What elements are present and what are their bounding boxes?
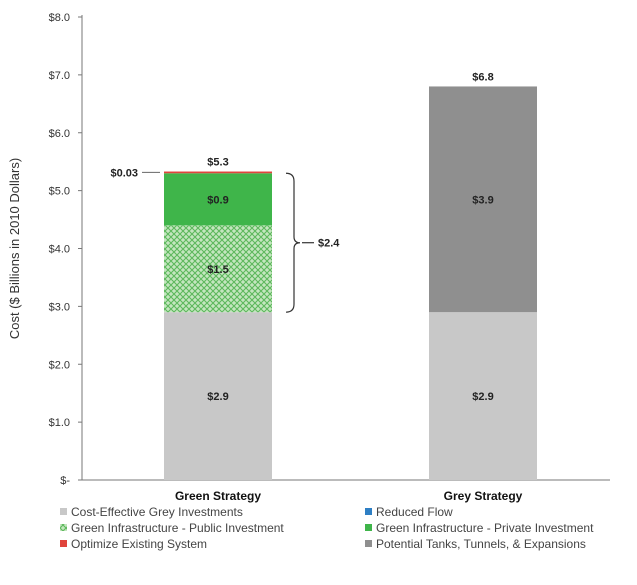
- data-label: $3.9: [472, 194, 493, 206]
- total-label: $6.8: [472, 71, 493, 83]
- legend-swatch: [365, 508, 372, 515]
- legend-label: Green Infrastructure - Public Investment: [71, 521, 284, 535]
- bar-segment: [164, 312, 272, 480]
- labels: $2.9 $2.9 $1.5 $0.9 $3.9 $5.3 $6.8 $0.03 $2.4: [110, 71, 493, 403]
- legend-swatch: [365, 524, 372, 531]
- legend-label: Green Infrastructure - Private Investmen…: [376, 521, 594, 535]
- bar-segment: [164, 171, 272, 174]
- bar-segment: [429, 86, 537, 313]
- annotation-label: $2.4: [318, 238, 340, 250]
- legend-label: Potential Tanks, Tunnels, & Expansions: [376, 537, 586, 551]
- data-label: $2.9: [207, 391, 228, 403]
- y-tick-label: $5.0: [49, 186, 70, 198]
- annotation-label: $0.03: [110, 167, 138, 179]
- legend-label: Reduced Flow: [376, 505, 453, 519]
- bar-segment: [164, 225, 272, 313]
- legend-swatch: [60, 508, 67, 515]
- legend-swatch: [365, 540, 372, 547]
- y-tick-label: $2.0: [49, 359, 70, 371]
- total-label: $5.3: [207, 157, 228, 169]
- legend-swatch: [60, 540, 67, 547]
- y-tick-label: $-: [60, 475, 70, 487]
- y-tick-label: $3.0: [49, 301, 70, 313]
- y-tick-label: $6.0: [49, 128, 70, 140]
- x-category-label: Grey Strategy: [444, 489, 523, 503]
- x-category-label: Green Strategy: [175, 489, 261, 503]
- bar-segment: [164, 173, 272, 226]
- y-tick-label: $7.0: [49, 70, 70, 82]
- y-axis-title: Cost ($ Billions in 2010 Dollars): [7, 158, 22, 339]
- y-tick-label: $1.0: [49, 417, 70, 429]
- data-label: $2.9: [472, 391, 493, 403]
- bars: [164, 86, 537, 480]
- axes: $- $1.0 $2.0 $3.0 $4.0 $5.0 $6.0 $7.0 $8.0 Cost (…: [7, 12, 610, 503]
- data-label: $1.5: [207, 264, 228, 276]
- legend: Cost-Effective Grey Investments Reduced F…: [60, 505, 594, 551]
- legend-swatch: [60, 524, 67, 531]
- y-tick-label: $4.0: [49, 244, 70, 256]
- legend-label: Cost-Effective Grey Investments: [71, 505, 243, 519]
- bracket: [285, 172, 301, 313]
- data-label: $0.9: [207, 194, 228, 206]
- y-tick-label: $8.0: [49, 12, 70, 24]
- bar-segment: [429, 312, 537, 480]
- legend-label: Optimize Existing System: [71, 537, 207, 551]
